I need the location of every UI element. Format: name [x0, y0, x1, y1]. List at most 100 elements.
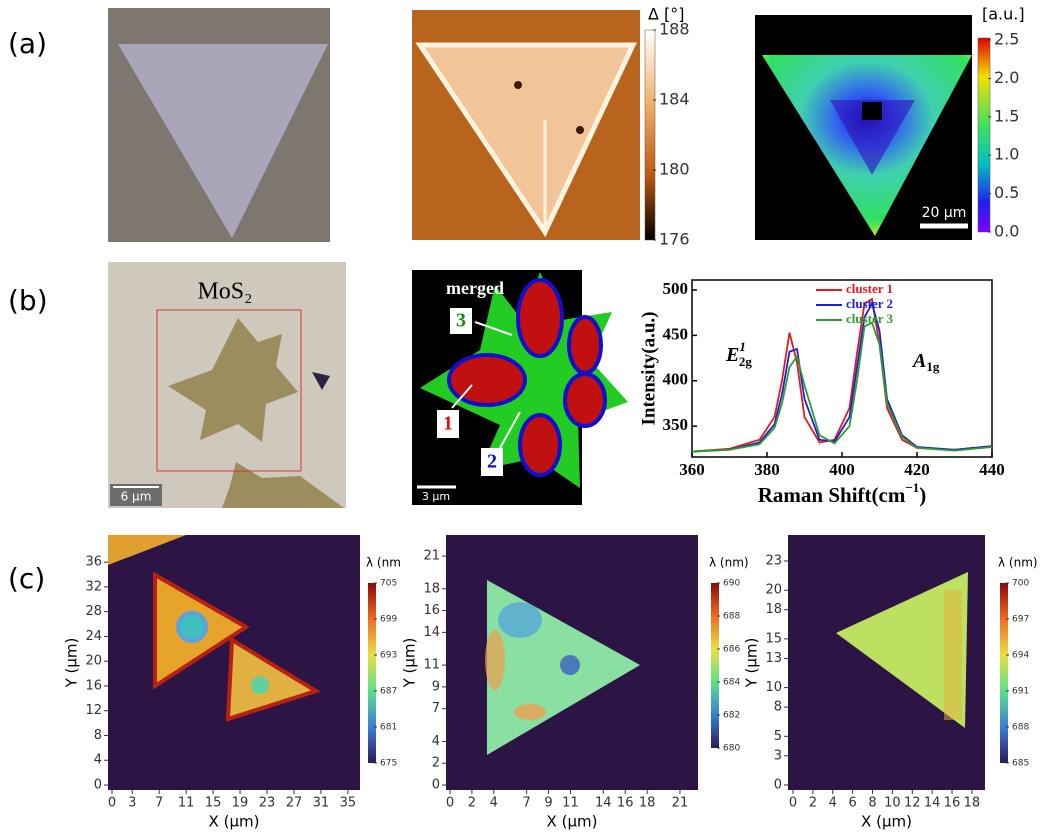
colorbar	[711, 583, 719, 748]
y-tick-label: 0	[774, 778, 782, 793]
wavelength-map	[446, 535, 698, 790]
y-tick-label: 11	[423, 658, 440, 673]
y-tick-label: 5	[774, 729, 782, 744]
peak-annotation: A1g	[911, 350, 940, 374]
y-tick-label: 36	[85, 555, 102, 570]
colorbar-tick-label: 690	[723, 579, 740, 589]
x-tick-label: 440	[979, 460, 1005, 479]
optical-image	[108, 262, 346, 508]
colorbar-tick-label: 688	[723, 612, 740, 622]
peak-annotation-symbol: A	[911, 350, 926, 372]
x-tick-label: 31	[313, 796, 330, 811]
x-tick-label: 15	[205, 796, 222, 811]
y-tick-label: 13	[765, 651, 782, 666]
x-tick-label: 8	[868, 796, 876, 811]
y-tick-label: 16	[423, 603, 440, 618]
colorbar	[368, 583, 376, 763]
x-tick-label: 4	[829, 796, 837, 811]
peak-annotation-sup: 1	[739, 339, 746, 354]
colorbar-tick-label: 697	[1012, 615, 1029, 625]
x-tick-label: 10	[884, 796, 901, 811]
y-tick-label: 12	[85, 703, 102, 718]
x-axis-label: Raman Shift(cm−1)	[758, 480, 927, 506]
colorbar-tick-label: 705	[380, 579, 397, 589]
colorbar-tick-label: 1.5	[994, 106, 1019, 125]
x-tick-label: 16	[617, 796, 634, 811]
y-tick-label: 32	[85, 579, 102, 594]
colorbar-tick-label: 681	[380, 723, 397, 733]
x-tick-label: 420	[904, 460, 930, 479]
colorbar-tick-label: 682	[723, 711, 740, 721]
x-tick-label: 7	[523, 796, 531, 811]
delta-map	[412, 10, 640, 240]
spectrum-line	[691, 297, 993, 453]
legend-label: cluster 3	[846, 311, 894, 326]
colorbar	[977, 37, 991, 233]
cluster-map	[412, 270, 628, 505]
x-tick-label: 18	[964, 796, 981, 811]
peak-annotation-sub: 1g	[926, 359, 940, 374]
y-tick-label: 7	[432, 701, 440, 716]
y-tick-label: 14	[423, 625, 440, 640]
y-tick-label: 10	[765, 680, 782, 695]
colorbar-tick-label: 675	[380, 759, 397, 769]
y-tick-label: 400	[663, 370, 689, 389]
colorbar-tick-label: 685	[1012, 759, 1029, 769]
y-tick-label: 8	[774, 700, 782, 715]
spectrum-line	[691, 301, 993, 453]
panel-label: (b)	[8, 284, 48, 317]
colorbar-tick-label: 2.5	[994, 30, 1019, 49]
y-tick-label: 20	[765, 583, 782, 598]
x-tick-label: 380	[754, 460, 780, 479]
x-tick-label: 14	[924, 796, 941, 811]
colorbar-tick-label: 691	[1012, 687, 1029, 697]
x-tick-label: 19	[232, 796, 249, 811]
colorbar-tick-label: 686	[723, 645, 740, 655]
colorbar-tick-label: 180	[659, 160, 690, 179]
colorbar-label: λ (nm)	[998, 556, 1038, 570]
x-tick-label: 23	[259, 796, 276, 811]
colorbar	[644, 29, 656, 241]
y-axis-label: Y (μm)	[401, 638, 419, 689]
colorbar-tick-label: 694	[1012, 651, 1029, 661]
x-tick-label: 7	[155, 796, 163, 811]
legend-label: cluster 1	[846, 281, 893, 296]
y-tick-label: 9	[432, 679, 440, 694]
intensity-map	[755, 15, 972, 240]
colorbar-label: λ (nm)	[709, 556, 749, 570]
colorbar-tick-label: 0.0	[994, 222, 1019, 241]
x-tick-label: 11	[562, 796, 579, 811]
x-tick-label: 18	[639, 796, 656, 811]
peak-annotation-sub: 2g	[739, 354, 753, 369]
x-tick-label: 2	[809, 796, 817, 811]
y-tick-label: 3	[774, 748, 782, 763]
y-tick-label: 23	[765, 553, 782, 568]
y-tick-label: 0	[432, 778, 440, 793]
colorbar-tick-label: 2.0	[994, 68, 1019, 87]
material-label: MoS₂	[197, 279, 252, 305]
x-tick-label: 9	[544, 796, 552, 811]
y-tick-label: 16	[85, 678, 102, 693]
scale-bar-label: 20 µm	[922, 205, 967, 221]
x-axis-label: X (μm)	[547, 813, 598, 831]
x-tick-label: 0	[789, 796, 797, 811]
y-axis-label: Intensity(a.u.)	[638, 311, 659, 425]
y-tick-label: 450	[663, 324, 689, 343]
colorbar-tick-label: 687	[380, 687, 397, 697]
cluster-label: 2	[487, 451, 497, 473]
scale-bar-label: 6 µm	[121, 490, 152, 504]
y-tick-label: 500	[663, 279, 689, 298]
y-axis-label: Y (μm)	[63, 638, 81, 689]
y-tick-label: 4	[94, 753, 102, 768]
x-tick-label: 6	[848, 796, 856, 811]
x-tick-label: 21	[672, 796, 689, 811]
y-tick-label: 0	[94, 778, 102, 793]
colorbar-tick-label: 680	[723, 744, 740, 754]
colorbar-label: Δ [°]	[648, 5, 685, 24]
colorbar-tick-label: 693	[380, 651, 397, 661]
y-tick-label: 24	[85, 629, 102, 644]
wavelength-map	[788, 535, 985, 790]
colorbar-tick-label: 0.5	[994, 183, 1019, 202]
x-tick-label: 12	[904, 796, 921, 811]
x-tick-label: 360	[679, 460, 705, 479]
